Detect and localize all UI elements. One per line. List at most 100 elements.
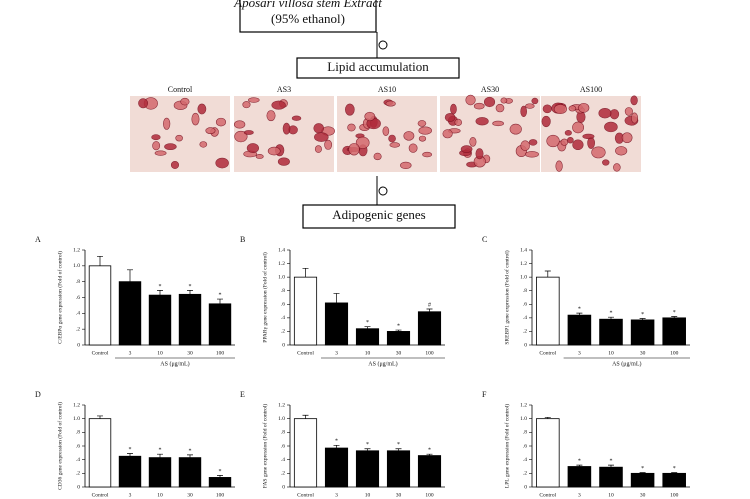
- cell: [564, 130, 572, 136]
- lipid-label: Lipid accumulation: [327, 59, 429, 74]
- y-tick-label: .4: [523, 457, 527, 463]
- cell: [572, 121, 585, 134]
- x-tick-label: 10: [157, 350, 163, 356]
- bar: [536, 276, 560, 346]
- cell: [460, 145, 473, 154]
- cell: [553, 104, 567, 115]
- x-tick-label: 3: [129, 492, 132, 498]
- error-bar: [97, 255, 103, 266]
- y-axis-label: FAS gene expression (Fold of control): [261, 404, 268, 489]
- y-tick-label: 0: [77, 484, 80, 490]
- cell: [422, 151, 433, 158]
- y-tick-label: .2: [281, 329, 285, 335]
- error-bar: [576, 312, 583, 316]
- cell: [418, 126, 432, 135]
- error-bar: [639, 318, 646, 320]
- bar: [662, 472, 686, 488]
- bar: [178, 457, 202, 488]
- cell: [613, 163, 621, 172]
- cell: [542, 104, 552, 114]
- bar: [417, 311, 442, 346]
- y-tick-label: .8: [523, 430, 527, 436]
- cell: [591, 146, 606, 159]
- y-tick-label: .4: [76, 311, 80, 317]
- significance: #: [428, 302, 431, 308]
- x-tick-label: Control: [297, 492, 314, 498]
- cell: [602, 159, 610, 166]
- x-tick-label: 10: [608, 492, 614, 498]
- significance: *: [673, 310, 676, 316]
- significance: *: [219, 469, 222, 475]
- error-bar: [187, 454, 193, 458]
- bar: [324, 302, 349, 346]
- y-tick-label: 1.2: [278, 261, 285, 267]
- cell: [598, 108, 612, 119]
- cell: [624, 107, 633, 116]
- cell: [469, 137, 477, 147]
- error-bar: [608, 316, 614, 320]
- cell: [163, 117, 171, 130]
- cell: [403, 131, 415, 141]
- y-tick-label: .4: [281, 457, 285, 463]
- significance: *: [397, 442, 400, 448]
- x-tick-label: 100: [670, 350, 679, 356]
- error-bar: [671, 316, 678, 318]
- cell: [621, 132, 633, 144]
- y-tick-label: 0: [77, 342, 80, 348]
- extract-solvent: (95% ethanol): [271, 11, 345, 26]
- image-label: Control: [168, 85, 193, 94]
- y-tick-label: .8: [76, 430, 80, 436]
- cell: [568, 105, 577, 112]
- significance: *: [641, 466, 644, 472]
- y-tick-label: 1.2: [73, 402, 80, 408]
- cell: [355, 136, 370, 149]
- y-tick-label: .8: [76, 279, 80, 285]
- cell: [164, 143, 177, 151]
- x-tick-label: Control: [92, 492, 109, 498]
- cell: [215, 157, 229, 169]
- cell: [291, 115, 302, 121]
- x-tick-label: 30: [396, 492, 402, 498]
- error-bar: [426, 308, 433, 312]
- cell: [364, 111, 376, 122]
- significance: *: [189, 448, 192, 454]
- y-tick-label: .6: [281, 443, 285, 449]
- x-tick-label: 100: [425, 350, 434, 356]
- x-tick-label: 30: [640, 492, 646, 498]
- cell: [615, 146, 628, 156]
- panel-label: D: [35, 390, 41, 399]
- cell: [609, 109, 620, 120]
- cell: [578, 102, 590, 113]
- y-tick-label: .6: [281, 302, 285, 308]
- significance: *: [673, 466, 676, 472]
- x-tick-label: 10: [365, 350, 371, 356]
- x-tick-label: 10: [365, 492, 371, 498]
- cell: [266, 110, 276, 122]
- cell: [531, 97, 539, 105]
- x-tick-label: 30: [187, 492, 193, 498]
- cell: [347, 123, 356, 132]
- significance: *: [610, 311, 613, 317]
- significance: *: [129, 447, 132, 453]
- image-label: AS10: [378, 85, 396, 94]
- significance: *: [610, 459, 613, 465]
- error-bar: [302, 414, 309, 419]
- cell: [604, 121, 618, 133]
- cell: [408, 143, 418, 153]
- cell: [389, 142, 401, 148]
- cell: [233, 120, 246, 129]
- x-tick-label: 30: [640, 350, 646, 356]
- bar: [208, 303, 232, 346]
- inhibit-symbol: [378, 40, 388, 50]
- x-tick-label: 100: [216, 350, 225, 356]
- cell: [473, 102, 485, 110]
- bar: [324, 447, 349, 488]
- x-axis-label: AS (μg/mL): [160, 360, 189, 367]
- bar: [118, 281, 142, 346]
- significance: *: [578, 459, 581, 465]
- cell: [382, 126, 390, 136]
- cell: [454, 118, 462, 126]
- x-tick-label: 100: [670, 492, 679, 498]
- x-tick-label: 3: [335, 492, 338, 498]
- bar: [567, 466, 592, 488]
